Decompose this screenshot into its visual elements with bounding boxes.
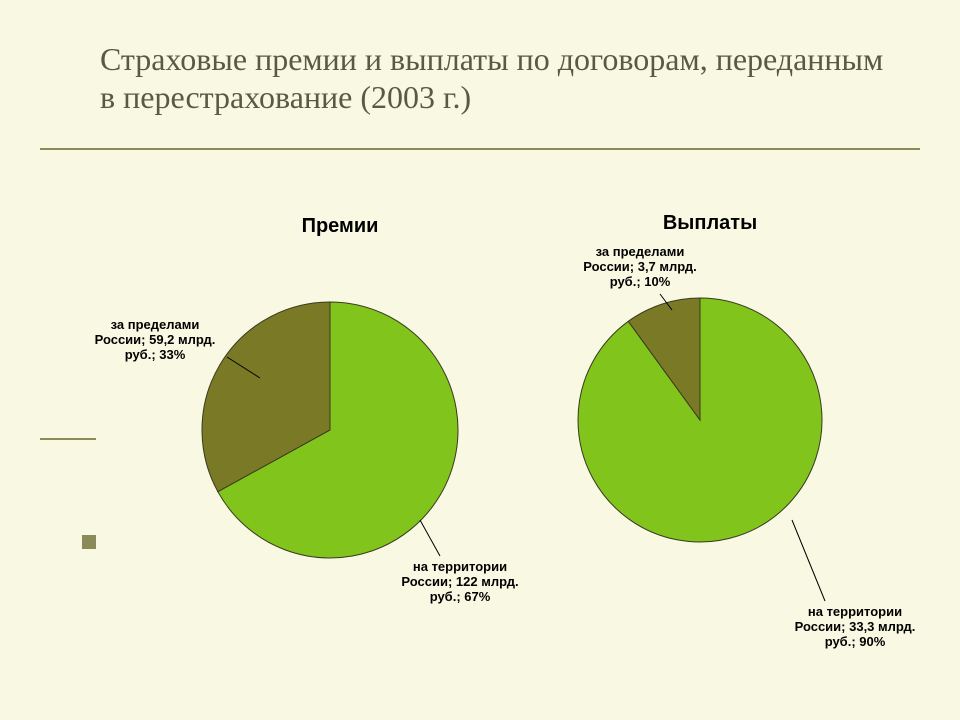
title-underline [40, 148, 920, 150]
slice-label-payouts-inside: на территории России; 33,3 млрд. руб.; 9… [770, 605, 940, 650]
slide-title: Страховые премии и выплаты по договорам,… [100, 40, 900, 117]
slice-label-premiums-outside: за пределами России; 59,2 млрд. руб.; 33… [80, 318, 230, 363]
chart-title-premiums: Премии [250, 215, 430, 238]
accent-square [82, 535, 96, 549]
pie-chart-premiums [200, 300, 460, 560]
side-rule [40, 438, 96, 440]
pie-chart-payouts [576, 296, 824, 544]
slide: Страховые премии и выплаты по договорам,… [0, 0, 960, 720]
slice-label-payouts-outside: за пределами России; 3,7 млрд. руб.; 10% [565, 245, 715, 290]
chart-title-payouts: Выплаты [620, 212, 800, 235]
slice-label-premiums-inside: на территории России; 122 млрд. руб.; 67… [380, 560, 540, 605]
